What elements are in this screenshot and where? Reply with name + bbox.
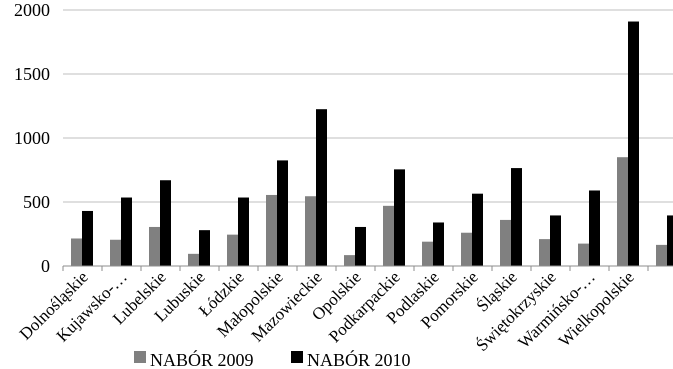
bar-nabor-2010 xyxy=(394,169,405,266)
bar-nabor-2009 xyxy=(110,239,121,266)
bar-nabor-2009 xyxy=(149,226,160,266)
bar-nabor-2009 xyxy=(500,219,511,266)
bars xyxy=(71,21,673,266)
bar-nabor-2010 xyxy=(589,190,600,266)
bar-nabor-2010 xyxy=(316,109,327,266)
bar-nabor-2010 xyxy=(355,226,366,266)
bar-nabor-2010 xyxy=(628,21,639,266)
legend-label-nabor-2009: NABÓR 2009 xyxy=(150,349,254,369)
y-axis-tick-labels: 0 500 1000 1500 2000 xyxy=(14,0,50,276)
bar-nabor-2009 xyxy=(578,243,589,266)
category-labels: DolnośląskieKujawsko-…LubelskieLubuskieŁ… xyxy=(16,267,638,355)
y-tick-label: 500 xyxy=(23,192,50,212)
legend-swatch-nabor-2010 xyxy=(291,351,303,363)
bar-nabor-2010 xyxy=(82,210,93,266)
y-tick-label: 1000 xyxy=(14,128,50,148)
bar-nabor-2009 xyxy=(305,196,316,266)
x-axis-ticks xyxy=(62,266,649,271)
bar-nabor-2009 xyxy=(188,253,199,266)
legend-label-nabor-2010: NABÓR 2010 xyxy=(307,349,411,369)
bar-nabor-2009 xyxy=(266,194,277,266)
y-tick-label: 0 xyxy=(41,256,50,276)
bar-nabor-2009 xyxy=(461,232,472,266)
bar-nabor-2010 xyxy=(277,160,288,266)
bar-nabor-2010 xyxy=(433,222,444,266)
y-tick-label: 2000 xyxy=(14,0,50,20)
bar-nabor-2010 xyxy=(199,230,210,266)
bar-nabor-2010 xyxy=(550,215,561,266)
legend: NABÓR 2009 NABÓR 2010 xyxy=(134,349,411,369)
legend-swatch-nabor-2009 xyxy=(134,351,146,363)
bar-nabor-2010 xyxy=(121,197,132,266)
gridlines xyxy=(63,9,673,203)
bar-nabor-2009 xyxy=(617,157,628,266)
bar-nabor-2009 xyxy=(422,241,433,266)
bar-nabor-2010 xyxy=(160,180,171,266)
bar-nabor-2010 xyxy=(472,193,483,266)
bar-nabor-2010 xyxy=(667,215,673,266)
y-tick-label: 1500 xyxy=(14,64,50,84)
bar-nabor-2009 xyxy=(227,234,238,266)
bar-nabor-2010 xyxy=(511,168,522,266)
bar-nabor-2009 xyxy=(344,255,355,266)
bar-nabor-2009 xyxy=(656,244,667,266)
bar-nabor-2009 xyxy=(539,239,550,266)
bar-nabor-2010 xyxy=(238,197,249,266)
bar-nabor-2009 xyxy=(71,238,82,266)
bar-nabor-2009 xyxy=(383,205,394,266)
